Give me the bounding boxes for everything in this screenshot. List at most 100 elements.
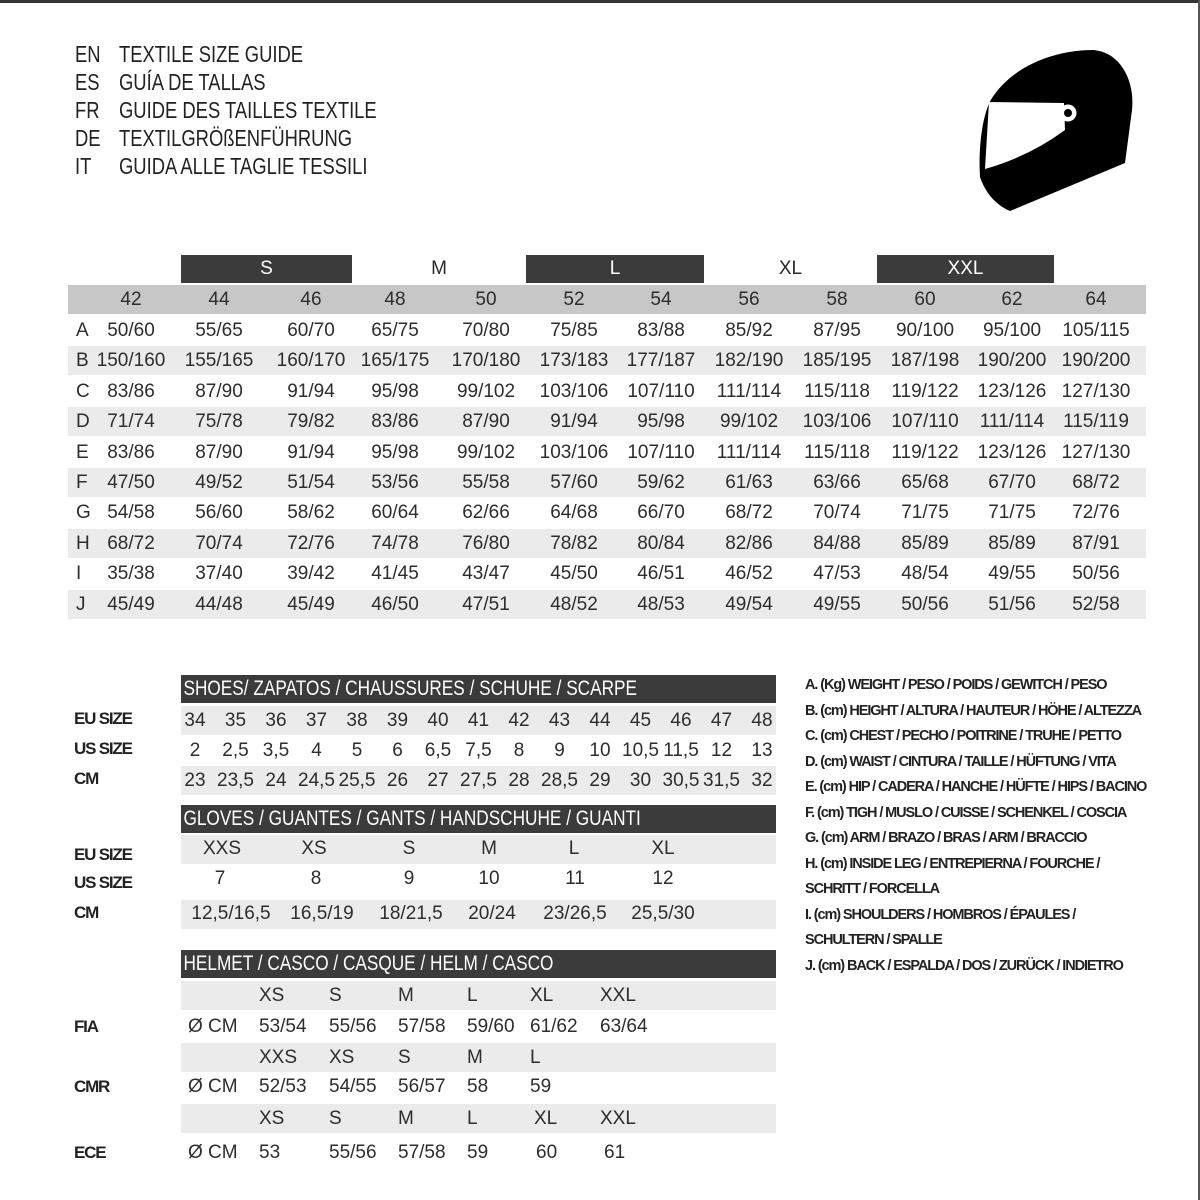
size-number-row	[68, 285, 1146, 314]
table-cell: 47	[710, 710, 733, 731]
title-text: TEXTILGRÖßENFÜHRUNG	[119, 125, 353, 151]
size-group-header: S	[181, 255, 352, 283]
table-cell: 66/70	[637, 502, 685, 524]
table-cell: 50/56	[901, 593, 949, 615]
table-cell: 87/90	[195, 380, 243, 402]
helmet-section-header: HELMET / CASCO / CASQUE / HELM / CASCO	[181, 950, 776, 978]
size-group-header: XXL	[877, 255, 1054, 283]
table-cell: 62/66	[462, 502, 510, 524]
table-cell: XXS	[202, 838, 242, 859]
page-border-top	[0, 0, 1200, 3]
table-cell: 60/70	[287, 320, 335, 341]
table-cell: 91/94	[550, 411, 598, 433]
table-cell: 65/68	[901, 472, 949, 493]
table-cell: 44/48	[195, 593, 243, 615]
legend-line: A. (Kg) WEIGHT / PESO / POIDS / GEWITCH …	[805, 677, 1108, 693]
table-row-band	[68, 589, 1146, 619]
table-cell: 48	[751, 710, 773, 731]
table-cell: 23,5	[217, 770, 254, 791]
table-cell: 8	[310, 868, 322, 889]
value-cell: 59	[530, 1076, 552, 1097]
table-cell: 25,5	[338, 770, 376, 791]
table-cell: 103/106	[802, 411, 872, 433]
table-cell: 111/114	[979, 411, 1045, 433]
table-cell: 41	[467, 710, 490, 731]
table-cell: 11	[565, 868, 585, 889]
table-cell: 68/72	[725, 502, 773, 524]
table-cell: 68/72	[107, 532, 155, 554]
table-cell: 29	[589, 770, 611, 791]
table-cell: 40	[427, 710, 449, 731]
table-cell: 11,5	[663, 740, 699, 761]
table-cell: 83/86	[371, 411, 419, 433]
size-number: 58	[826, 289, 848, 310]
table-cell: 44	[589, 710, 611, 731]
table-cell: S	[402, 838, 416, 859]
value-cell: 57/58	[398, 1142, 446, 1163]
section-title: HELMET / CASCO / CASQUE / HELM / CASCO	[183, 952, 554, 975]
table-cell: 13	[751, 740, 773, 761]
table-cell: 60/64	[371, 502, 419, 524]
table-cell: 46/52	[725, 563, 773, 585]
table-cell: 45	[629, 710, 652, 731]
table-cell: 115/118	[804, 380, 870, 402]
table-cell: 111/114	[716, 441, 782, 463]
legend-line: J. (cm) BACK / ESPALDA / DOS / ZURÜCK / …	[805, 957, 1124, 974]
table-cell: 107/110	[627, 441, 695, 463]
table-row-band	[181, 1104, 776, 1133]
table-cell: 55/58	[462, 472, 510, 493]
table-cell: 64/68	[550, 502, 598, 524]
table-cell: 49/55	[988, 563, 1036, 585]
table-cell: 85/92	[725, 320, 773, 341]
size-number: 64	[1085, 289, 1107, 310]
table-cell: 107/110	[627, 380, 695, 402]
table-cell: 23/26,5	[543, 903, 607, 924]
page-border-right	[1198, 0, 1200, 1200]
legend-line: SCHULTERN / SPALLE	[805, 932, 943, 948]
table-cell: 48/54	[901, 563, 949, 585]
value-cell: 59/60	[467, 1016, 515, 1037]
table-cell: 28,5	[541, 770, 578, 791]
unit-label: Ø CM	[188, 1016, 238, 1037]
table-cell: 55/65	[195, 320, 243, 341]
table-cell: 10,5	[622, 740, 659, 761]
row-letter: C	[76, 380, 90, 402]
table-cell: 67/70	[988, 472, 1036, 493]
table-cell: 75/85	[550, 320, 598, 341]
size-cell: XL	[534, 1108, 558, 1129]
size-number: 60	[914, 289, 936, 310]
table-cell: 12	[652, 868, 674, 889]
title-text: TEXTILE SIZE GUIDE	[119, 41, 304, 67]
size-cell: M	[467, 1047, 483, 1068]
table-cell: 30	[629, 770, 652, 791]
table-cell: 107/110	[891, 411, 959, 433]
measurement-legend: A. (Kg) WEIGHT / PESO / POIDS / GEWITCH …	[805, 673, 1147, 979]
table-cell: 43	[548, 710, 571, 731]
table-cell: 39	[386, 710, 409, 731]
table-cell: 12,5/16,5	[191, 903, 271, 924]
table-cell: 49/52	[195, 472, 243, 493]
table-cell: 43/47	[462, 563, 510, 585]
row-letter: E	[76, 441, 89, 463]
table-row-band	[181, 835, 776, 864]
row-label: US SIZE	[74, 873, 133, 892]
table-cell: 45/49	[287, 593, 335, 615]
table-cell: 78/82	[550, 532, 598, 554]
size-number: 52	[563, 289, 585, 310]
table-cell: 70/74	[195, 532, 243, 554]
table-cell: 7	[214, 868, 226, 889]
table-cell: 65/75	[371, 320, 419, 341]
value-cell: 56/57	[398, 1076, 446, 1097]
table-cell: 87/95	[813, 320, 861, 341]
title-fr: FR GUIDE DES TAILLES TEXTILE	[75, 96, 377, 124]
row-letter: B	[76, 350, 89, 372]
size-number: 42	[120, 289, 142, 310]
row-letter: D	[76, 411, 90, 433]
table-cell: 71/74	[107, 411, 155, 433]
table-cell: 123/126	[977, 380, 1047, 402]
table-cell: 87/90	[195, 441, 243, 463]
table-cell: 103/106	[539, 441, 609, 463]
table-cell: 187/198	[890, 350, 960, 372]
size-group-header: M	[431, 258, 447, 279]
row-letter: G	[76, 502, 91, 524]
